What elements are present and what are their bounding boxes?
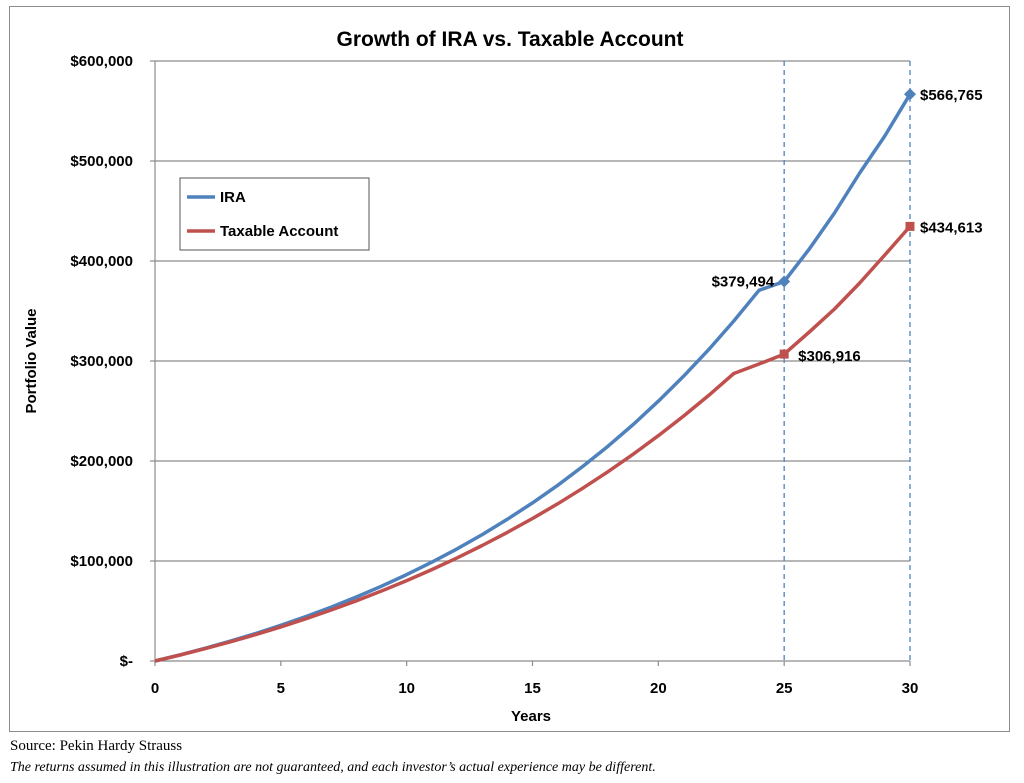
source-note: Source: Pekin Hardy Strauss [10,738,183,754]
x-tick-label: 20 [650,680,667,697]
ira-marker [778,275,791,288]
y-tick-label: $300,000 [70,353,133,370]
data-label: $306,916 [798,348,861,365]
chart-title: Growth of IRA vs. Taxable Account [337,28,684,51]
x-tick-label: 30 [902,680,919,697]
x-tick-label: 5 [277,680,285,697]
disclaimer-note: The returns assumed in this illustration… [10,760,656,775]
x-tick-label: 0 [151,680,159,697]
y-axis-label: Portfolio Value [23,308,40,413]
x-tick-label: 25 [776,680,793,697]
taxable-marker [905,221,915,231]
reference-lines [783,61,911,661]
data-label: $434,613 [920,219,983,236]
y-tick-label: $- [120,653,133,670]
axes [150,60,911,666]
y-tick-label: $400,000 [70,253,133,270]
ira-marker [904,88,916,101]
y-tick-label: $100,000 [70,553,133,570]
x-tick-label: 10 [398,680,415,697]
legend-label: Taxable Account [220,223,338,240]
legend-box [179,177,370,251]
taxable-marker [779,349,789,359]
y-tick-labels: $- $100,000 $200,000 $300,000 $400,000 $500,0… [70,53,133,670]
gridlines [155,60,910,562]
data-labels: $379,494 $566,765 $306,916 $434,613 [712,87,983,365]
chart-frame [9,6,1010,732]
y-tick-label: $200,000 [70,453,133,470]
x-tick-labels: 0 5 10 15 20 25 30 [151,680,919,697]
series-line-taxable-account [154,225,912,663]
x-tick-label: 15 [524,680,541,697]
legend: IRA Taxable Account [179,177,370,251]
legend-label: IRA [220,189,246,206]
data-markers [778,88,916,359]
data-label: $379,494 [712,274,775,291]
y-tick-label: $500,000 [70,153,133,170]
x-axis-label: Years [511,708,551,725]
y-tick-label: $600,000 [70,53,133,70]
data-label: $566,765 [920,87,983,104]
chart-svg: Growth of IRA vs. Taxable Account $- $100… [23,28,983,725]
